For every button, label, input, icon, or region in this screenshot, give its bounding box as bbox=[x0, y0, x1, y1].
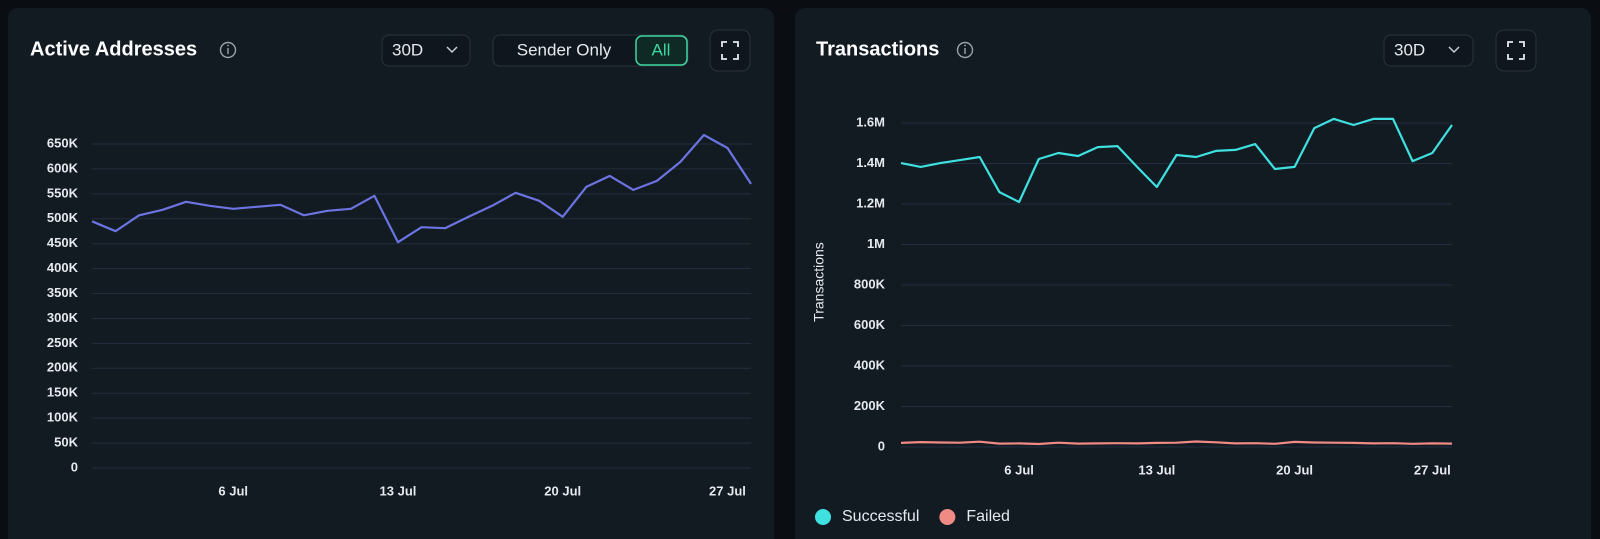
y-tick-label: 50K bbox=[54, 435, 78, 450]
y-tick-label: 500K bbox=[47, 210, 79, 225]
toggle-option[interactable]: All bbox=[635, 35, 688, 66]
panel bbox=[795, 8, 1591, 539]
range-select[interactable]: 30D bbox=[381, 34, 471, 67]
y-tick-label: 1.2M bbox=[856, 195, 885, 210]
legend-label: Successful bbox=[842, 508, 919, 525]
fullscreen-button[interactable] bbox=[1495, 29, 1537, 72]
y-tick-label: 1.6M bbox=[856, 114, 885, 129]
legend-label: Failed bbox=[966, 508, 1010, 525]
y-tick-label: 200K bbox=[47, 360, 79, 375]
x-tick-label: 13 Jul bbox=[380, 483, 417, 498]
chart-title: Active Addresses bbox=[30, 38, 197, 60]
y-axis-label: Transactions bbox=[811, 242, 827, 322]
toggle-label: Sender Only bbox=[517, 40, 612, 59]
y-tick-label: 300K bbox=[47, 310, 79, 325]
y-tick-label: 550K bbox=[47, 185, 79, 200]
x-tick-label: 13 Jul bbox=[1138, 462, 1175, 477]
legend-swatch bbox=[815, 509, 831, 525]
toggle-label: All bbox=[652, 40, 671, 59]
x-tick-label: 6 Jul bbox=[218, 483, 248, 498]
y-tick-label: 150K bbox=[47, 385, 79, 400]
y-tick-label: 450K bbox=[47, 235, 79, 250]
x-tick-label: 20 Jul bbox=[544, 483, 581, 498]
x-tick-label: 20 Jul bbox=[1276, 462, 1313, 477]
chart-title: Transactions bbox=[816, 38, 939, 60]
line-series bbox=[900, 117, 1453, 204]
x-tick-label: 6 Jul bbox=[1004, 462, 1034, 477]
line-series bbox=[900, 440, 1453, 446]
info-icon[interactable] bbox=[956, 41, 974, 59]
y-tick-label: 200K bbox=[854, 398, 886, 413]
y-tick-label: 1.4M bbox=[856, 155, 885, 170]
fullscreen-button[interactable] bbox=[709, 29, 751, 72]
y-tick-label: 400K bbox=[47, 260, 79, 275]
y-tick-label: 650K bbox=[47, 135, 79, 150]
y-tick-label: 350K bbox=[47, 285, 79, 300]
y-tick-label: 100K bbox=[47, 410, 79, 425]
info-icon[interactable] bbox=[219, 41, 237, 59]
y-tick-label: 250K bbox=[47, 335, 79, 350]
range-label: 30D bbox=[1394, 40, 1425, 59]
panel bbox=[8, 8, 774, 539]
range-label: 30D bbox=[392, 40, 423, 59]
y-tick-label: 600K bbox=[854, 317, 886, 332]
y-tick-label: 600K bbox=[47, 160, 79, 175]
y-tick-label: 1M bbox=[867, 236, 885, 251]
y-tick-label: 800K bbox=[854, 276, 886, 291]
y-tick-label: 0 bbox=[71, 459, 78, 474]
y-tick-label: 400K bbox=[854, 357, 886, 372]
toggle-option[interactable]: Sender Only bbox=[494, 36, 635, 65]
line-series bbox=[91, 133, 752, 244]
x-tick-label: 27 Jul bbox=[1414, 462, 1451, 477]
y-tick-label: 0 bbox=[878, 438, 885, 453]
x-tick-label: 27 Jul bbox=[709, 483, 746, 498]
legend-swatch bbox=[939, 509, 956, 525]
range-select[interactable]: 30D bbox=[1383, 34, 1474, 67]
